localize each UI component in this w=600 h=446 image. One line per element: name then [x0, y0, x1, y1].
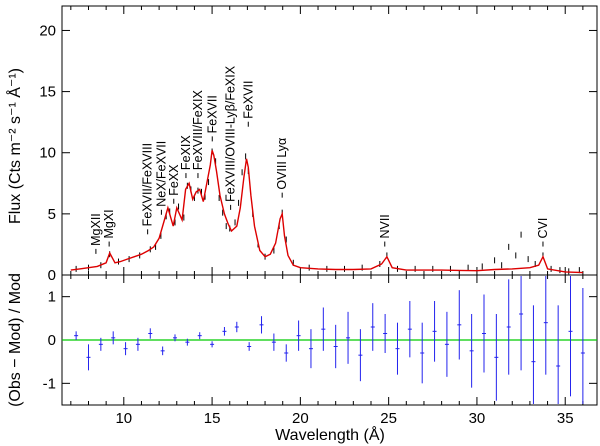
y-tick-label: 1 [48, 289, 56, 306]
x-tick-label: 30 [469, 410, 486, 427]
residual-panel: -1 0 1 10 15 20 25 30 35 [43, 274, 598, 427]
y-tick-label: 10 [39, 145, 56, 162]
y-tick-label: 0 [48, 332, 56, 349]
line-label: FeXVIII/FeXIX [191, 90, 205, 171]
line-label: FeXVII [205, 95, 219, 133]
x-tick-label: 10 [115, 410, 132, 427]
y-tick-label: 15 [39, 84, 56, 101]
line-label: MgXII [89, 213, 103, 246]
y-tick-label: 20 [39, 22, 56, 39]
line-label: FeXVII/FeXVIII [141, 143, 155, 226]
residual-axis-title: (Obs − Mod) / Mod [7, 273, 24, 407]
line-label: FeXX [167, 164, 181, 196]
flux-panel: 0 5 10 15 20 MgXII MgXI FeXVII/FeXVIII NeX/FeXVI… [39, 5, 598, 284]
line-label: FeXIX [179, 135, 193, 170]
y-tick-label: 0 [48, 267, 56, 284]
wavelength-axis-title: Wavelength (Å) [275, 425, 385, 444]
x-tick-label: 25 [380, 410, 397, 427]
line-label: CVI [536, 218, 550, 239]
flux-axis-title: Flux (Cts m⁻² s⁻¹ Å⁻¹) [5, 68, 24, 224]
line-label: FeXVIII/OVIII-Lyβ/FeXIX [224, 65, 238, 202]
x-tick-label: 20 [292, 410, 309, 427]
line-label: MgXI [102, 209, 116, 238]
line-label: NeX/FeXVII [154, 141, 168, 207]
model-curve [70, 150, 583, 274]
x-tick-label: 15 [204, 410, 221, 427]
flux-plot-frame [61, 5, 598, 276]
line-label: NVII [378, 214, 392, 238]
y-tick-label: 5 [48, 206, 56, 223]
x-tick-label: 35 [557, 410, 574, 427]
line-label: FeXVII [241, 80, 255, 118]
y-tick-label: -1 [43, 375, 56, 392]
line-label: OVIII Lyα [275, 138, 289, 190]
